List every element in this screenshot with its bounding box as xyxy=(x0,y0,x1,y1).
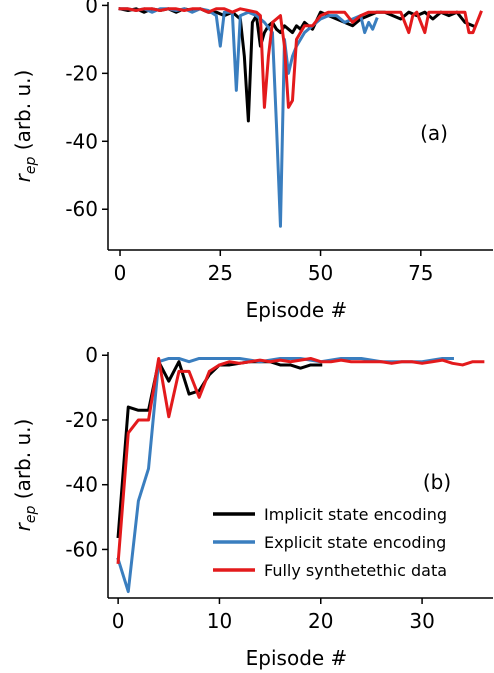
x-tick-label: 30 xyxy=(409,609,434,633)
panel-label: (a) xyxy=(420,121,448,145)
y-tick-label: -60 xyxy=(65,537,98,561)
series-line-0 xyxy=(118,7,475,123)
y-tick-label: -40 xyxy=(65,473,98,497)
legend: Implicit state encoding Explicit state en… xyxy=(213,505,447,580)
legend-entry: Implicit state encoding xyxy=(264,505,447,524)
series-group xyxy=(116,356,485,594)
series-group xyxy=(118,7,483,228)
x-tick-label: 50 xyxy=(308,261,333,285)
y-tick-label: -20 xyxy=(65,408,98,432)
series-line-2 xyxy=(118,7,483,109)
chart-panel-a: 0 25 50 75 0 -20 -40 -60 Episode # rep (arb. u.) (… xyxy=(11,0,493,322)
chart-panel-b: 0 10 20 30 0 -20 -40 -60 Episode # rep (arb. u.) (… xyxy=(11,343,493,670)
x-tick-label: 10 xyxy=(207,609,232,633)
y-axis-label: rep (arb. u.) xyxy=(11,70,39,183)
y-tick-label: -40 xyxy=(65,129,98,153)
x-tick-label: 0 xyxy=(114,261,127,285)
series-line-1 xyxy=(116,356,454,594)
x-tick-label: 0 xyxy=(112,609,125,633)
legend-entry: Fully synthetethic data xyxy=(264,561,447,580)
y-tick-label: 0 xyxy=(85,343,98,367)
legend-entry: Explicit state encoding xyxy=(264,533,446,552)
x-axis-label: Episode # xyxy=(246,646,348,670)
x-tick-label: 20 xyxy=(308,609,333,633)
x-tick-label: 75 xyxy=(408,261,433,285)
y-axis-label: rep (arb. u.) xyxy=(11,419,39,532)
panel-label: (b) xyxy=(423,470,451,494)
series-line-2 xyxy=(116,356,485,565)
y-tick-label: -20 xyxy=(65,61,98,85)
x-tick-label: 25 xyxy=(208,261,233,285)
x-axis-label: Episode # xyxy=(246,298,348,322)
y-tick-label: -60 xyxy=(65,197,98,221)
y-tick-label: 0 xyxy=(85,0,98,17)
